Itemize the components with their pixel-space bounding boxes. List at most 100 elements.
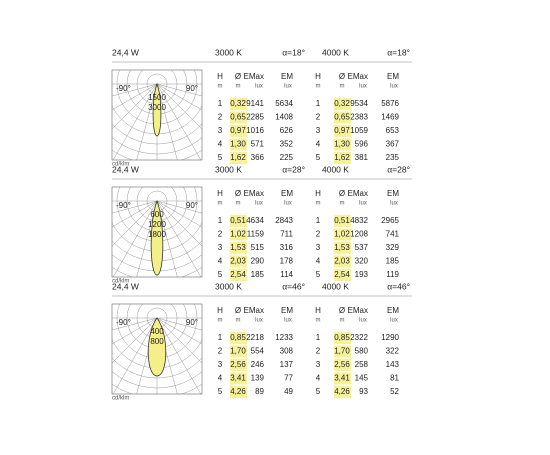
polar-frame <box>111 186 203 278</box>
highlight <box>334 332 351 344</box>
cell: 0,51 <box>230 216 246 225</box>
cell: 258 <box>355 360 369 369</box>
cell: 0,51 <box>334 216 350 225</box>
angle-label: -90° <box>116 84 131 93</box>
cell: 77 <box>284 374 293 383</box>
cell: 139 <box>251 374 265 383</box>
polar-ray <box>156 200 202 277</box>
highlight <box>334 372 351 385</box>
col-unit: m <box>218 201 223 207</box>
cell: 580 <box>355 347 369 356</box>
light-lobe <box>147 317 167 377</box>
unit-label: cd/klm <box>112 162 129 168</box>
polar-ray <box>136 83 158 160</box>
col-head: H <box>217 72 223 81</box>
cell: 1 <box>218 333 223 342</box>
cell: 366 <box>251 153 265 162</box>
beam-angle: α=18° <box>282 47 305 57</box>
highlight <box>334 152 351 164</box>
highlight <box>230 386 247 398</box>
cell: 2 <box>316 347 321 356</box>
col-unit: m <box>236 318 241 324</box>
cell: 741 <box>386 230 400 239</box>
highlight <box>334 386 351 398</box>
highlight <box>334 269 351 281</box>
col-unit: lux <box>255 318 263 324</box>
cell: 143 <box>386 360 400 369</box>
cell: 2285 <box>246 113 264 122</box>
col-unit: lux <box>359 318 367 324</box>
cell: 381 <box>355 153 369 162</box>
cell: 1 <box>218 99 223 108</box>
cell: 653 <box>386 126 400 135</box>
polar-ray <box>112 317 158 345</box>
cell: 246 <box>251 360 265 369</box>
cell: 114 <box>280 270 293 279</box>
cell: 1408 <box>275 113 293 122</box>
cell: 2 <box>218 230 223 239</box>
col-head: EM <box>387 189 399 198</box>
cell: 2843 <box>275 216 293 225</box>
col-unit: m <box>316 318 321 324</box>
polar-frame <box>111 303 203 395</box>
polar-ray <box>156 83 202 97</box>
polar-ray <box>156 317 202 394</box>
cell: 1,30 <box>334 140 350 149</box>
cell: 5 <box>218 270 223 279</box>
highlight <box>230 152 247 164</box>
cell: 4 <box>218 257 223 266</box>
cell: 2965 <box>381 216 399 225</box>
cell: 1 <box>316 333 321 342</box>
cell: 81 <box>390 374 399 383</box>
polar-ray <box>112 317 158 364</box>
polar-ray <box>156 317 202 345</box>
cell: 1159 <box>247 230 265 239</box>
cell: 0,32 <box>334 99 350 108</box>
cell: 352 <box>280 140 294 149</box>
cell: 193 <box>355 270 369 279</box>
col-head: EMax <box>244 306 264 315</box>
angle-label: 90° <box>186 84 198 93</box>
cell: 9534 <box>350 99 368 108</box>
col-head: Ø <box>235 189 241 198</box>
highlight <box>334 111 351 124</box>
col-unit: lux <box>284 318 292 324</box>
polar-ray <box>112 200 158 247</box>
highlight <box>230 332 247 344</box>
cell: 2,03 <box>334 257 350 266</box>
cell: 320 <box>355 257 369 266</box>
polar-ray <box>112 317 158 394</box>
col-unit: m <box>218 84 223 90</box>
cct: 4000 K <box>322 164 349 174</box>
beam-angle: α=46° <box>387 281 410 291</box>
cell: 3,41 <box>230 374 246 383</box>
scale-label: 800 <box>150 337 164 346</box>
cell: 1,62 <box>334 153 350 162</box>
angle-label: -90° <box>116 201 131 210</box>
cell: 1 <box>218 216 223 225</box>
cell: 1208 <box>350 230 368 239</box>
cell: 2,56 <box>334 360 350 369</box>
cell: 329 <box>386 243 400 252</box>
polar-ray <box>112 83 158 160</box>
cell: 1059 <box>350 126 368 135</box>
cell: 571 <box>251 140 265 149</box>
scale-label: 1500 <box>148 93 166 102</box>
cell: 4,26 <box>230 387 246 396</box>
cell: 4832 <box>350 216 368 225</box>
cell: 1,30 <box>230 140 246 149</box>
col-unit: lux <box>390 84 398 90</box>
cct: 4000 K <box>322 47 349 57</box>
cell: 185 <box>251 270 265 279</box>
polar-ray <box>112 200 158 214</box>
beam-angle: α=28° <box>387 164 410 174</box>
col-unit: m <box>340 84 345 90</box>
cell: 1 <box>316 99 321 108</box>
cell: 1290 <box>381 333 399 342</box>
col-head: H <box>315 189 321 198</box>
col-unit: lux <box>255 84 263 90</box>
col-head: EMax <box>244 72 264 81</box>
cell: 0,97 <box>334 126 350 135</box>
cell: 2322 <box>350 333 368 342</box>
cell: 2,54 <box>334 270 350 279</box>
